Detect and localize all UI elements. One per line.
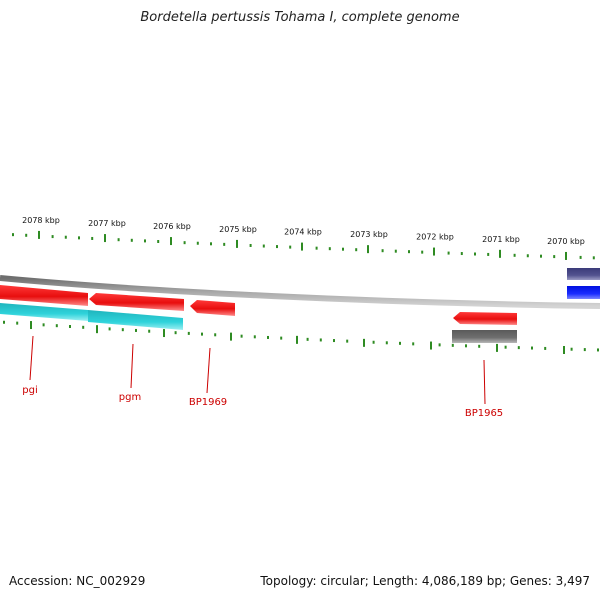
scale-label: 2070 kbp <box>547 237 585 246</box>
gene-label-bp1969: BP1969 <box>189 397 227 408</box>
leader-pgm <box>130 343 134 389</box>
navy-feature <box>567 268 600 280</box>
gene-label-pgi: pgi <box>22 385 37 396</box>
gene-label-pgm: pgm <box>119 392 141 403</box>
scale-label: 2077 kbp <box>88 219 126 228</box>
scale-label: 2073 kbp <box>350 230 388 239</box>
gene-bp1969 <box>190 300 235 316</box>
genome-summary-text: Topology: circular; Length: 4,086,189 bp… <box>260 574 590 588</box>
scale-label: 2071 kbp <box>482 235 520 244</box>
map-title: Bordetella pertussis Tohama I, complete … <box>140 10 460 25</box>
blue-feature <box>567 286 600 299</box>
scale-labels: 2078 kbp 2077 kbp 2076 kbp 2075 kbp 2074 kbp… <box>22 216 585 246</box>
scale-label: 2072 kbp <box>416 233 454 242</box>
gene-pgi <box>0 285 88 306</box>
outer-scale-ticks <box>12 230 595 260</box>
inner-scale-ticks <box>3 320 599 354</box>
accession-text: Accession: NC_002929 <box>9 574 146 588</box>
scale-label: 2078 kbp <box>22 216 60 225</box>
leader-bp1965 <box>483 359 486 405</box>
leader-pgi <box>29 335 34 381</box>
cyan-feature-right <box>88 310 183 330</box>
gene-pgm <box>89 293 184 311</box>
gene-label-bp1965: BP1965 <box>465 408 503 419</box>
cyan-feature-left <box>0 303 88 321</box>
gray-feature <box>452 330 517 343</box>
chromosome-backbone <box>0 275 600 309</box>
gene-bp1965 <box>453 312 517 325</box>
scale-label: 2076 kbp <box>153 222 191 231</box>
leader-bp1969 <box>206 347 211 394</box>
scale-label: 2075 kbp <box>219 225 257 234</box>
scale-label: 2074 kbp <box>284 228 322 237</box>
